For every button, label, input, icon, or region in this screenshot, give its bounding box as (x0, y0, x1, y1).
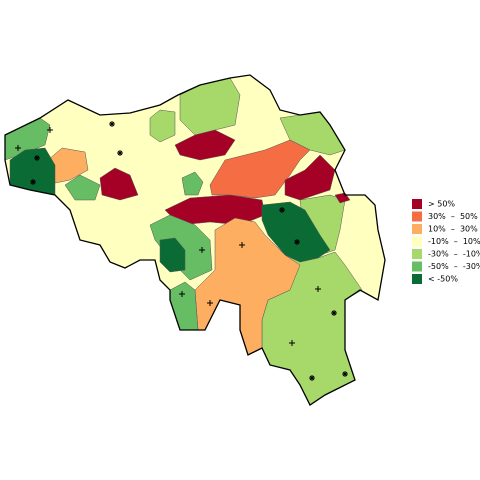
plus-marker (289, 340, 295, 346)
country-border (4, 74, 386, 406)
plus-marker (315, 286, 321, 292)
belgium-map (4, 74, 386, 406)
star-marker (331, 310, 337, 316)
legend-label: 10% – 30% (428, 225, 478, 234)
plus-marker (47, 127, 53, 133)
legend-swatch (412, 261, 422, 272)
legend: > 50% 30% – 50% 10% – 30% -10% – 10% -30% – … (412, 199, 480, 284)
legend-label: -10% – 10% (428, 237, 480, 246)
star-marker (309, 375, 315, 381)
star-marker (34, 155, 40, 161)
legend-swatch (412, 211, 422, 222)
plus-marker (15, 145, 21, 151)
legend-label: 30% – 50% (428, 212, 478, 221)
plus-marker (207, 300, 213, 306)
region (99, 167, 139, 201)
legend-label: -50% – -30% (428, 262, 480, 271)
plus-marker (239, 242, 245, 248)
region (284, 154, 336, 201)
region (169, 281, 199, 331)
legend-label: -30% – -10% (428, 250, 480, 259)
region (64, 174, 101, 201)
plus-marker (179, 291, 185, 297)
legend-label: > 50% (428, 200, 455, 209)
star-marker (109, 121, 115, 127)
region (181, 171, 204, 196)
legend-swatch (412, 199, 422, 209)
region (149, 109, 176, 143)
region (261, 201, 331, 263)
star-marker (342, 371, 348, 377)
star-marker (117, 150, 123, 156)
region (159, 237, 186, 273)
region (174, 129, 236, 161)
plus-marker (199, 247, 205, 253)
star-marker (294, 239, 300, 245)
star-marker (279, 207, 285, 213)
legend-swatch (412, 274, 422, 284)
legend-swatch (412, 236, 422, 247)
legend-label: < -50% (428, 275, 458, 284)
legend-swatch (412, 224, 422, 234)
legend-swatch (412, 249, 422, 259)
star-marker (30, 179, 36, 185)
